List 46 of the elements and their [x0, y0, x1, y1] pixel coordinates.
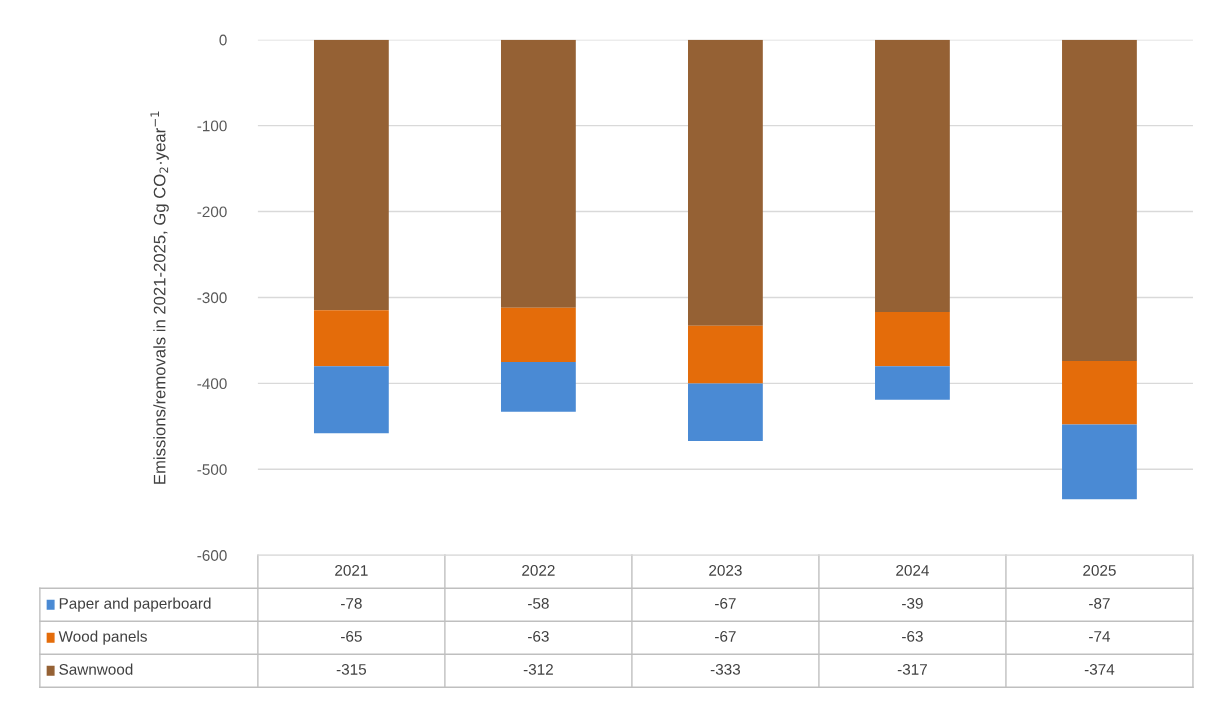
bar [875, 39, 950, 313]
bar [688, 383, 763, 441]
bar [688, 325, 763, 384]
data-label: -78 [341, 598, 362, 609]
data-label: -317 [897, 664, 927, 675]
bar [500, 361, 576, 412]
y-tick-label: -400 [197, 378, 227, 390]
data-label: -63 [902, 631, 923, 642]
bar [500, 307, 576, 362]
data-label: -39 [902, 598, 923, 609]
data-label: -312 [523, 664, 553, 675]
bar [313, 366, 389, 434]
x-tick-label: 2023 [709, 565, 742, 576]
y-axis-title: Emissions/removals in 2021-2025, Gg CO$_{2}$·year$^{−1}$ [150, 111, 169, 484]
data-label: -58 [528, 598, 549, 609]
x-tick-label: 2022 [522, 565, 555, 576]
y-tick-label: 0 [219, 34, 227, 46]
data-label: -74 [1089, 631, 1111, 642]
data-label: -315 [336, 664, 367, 675]
x-tick-label: 2021 [335, 565, 368, 576]
legend-label: Sawnwood [59, 663, 133, 675]
bar [313, 39, 389, 311]
bar [875, 366, 950, 400]
bar [1062, 424, 1137, 500]
y-tick-label: -200 [197, 206, 227, 218]
x-tick-label: 2025 [1083, 565, 1116, 576]
y-tick-label: -100 [197, 120, 227, 132]
bar [1062, 361, 1137, 425]
data-label: -374 [1084, 664, 1115, 675]
legend-label: Wood panels [58, 630, 147, 645]
data-label: -63 [528, 631, 549, 642]
data-label: -333 [710, 664, 741, 675]
bar [1062, 39, 1137, 362]
bar [313, 310, 389, 367]
y-tick-label: -600 [197, 550, 227, 561]
bar [500, 39, 576, 308]
x-tick-label: 2024 [896, 565, 929, 576]
data-label: -65 [341, 631, 362, 642]
y-tick-label: -300 [197, 292, 227, 304]
data-label: -67 [715, 631, 736, 642]
bar [875, 312, 950, 367]
data-label: -67 [715, 598, 736, 609]
data-label: -87 [1089, 598, 1110, 609]
legend-label: Paper and paperboard [59, 597, 211, 612]
y-tick-label: -500 [197, 464, 227, 475]
bar [688, 39, 763, 326]
